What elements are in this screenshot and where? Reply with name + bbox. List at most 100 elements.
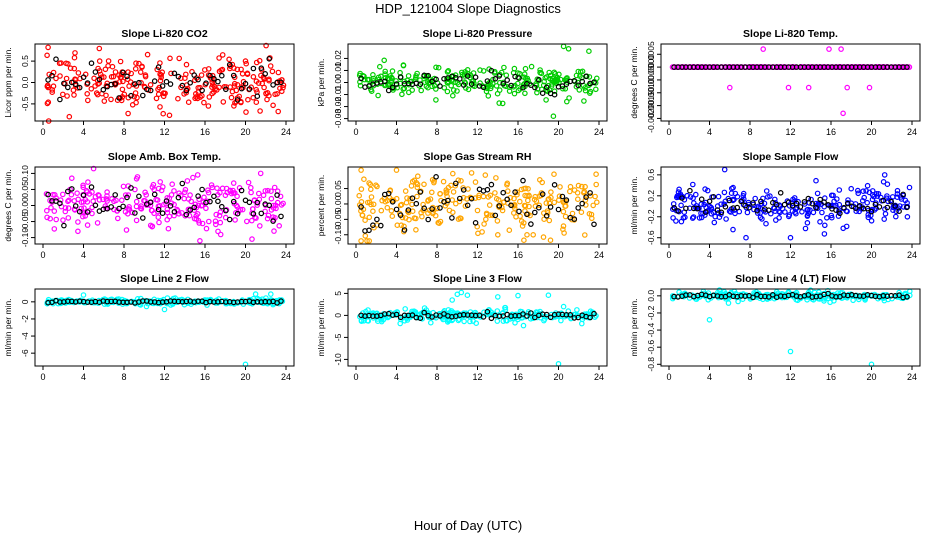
data-point — [532, 193, 539, 200]
reference-point — [437, 83, 443, 89]
reference-point — [591, 310, 597, 317]
data-point — [244, 70, 251, 77]
reference-point — [547, 314, 554, 321]
data-point — [185, 99, 192, 106]
data-point — [149, 223, 156, 230]
data-point — [444, 88, 451, 95]
data-point — [836, 187, 843, 193]
data-point — [362, 233, 369, 239]
data-point — [158, 187, 165, 194]
reference-point — [76, 208, 83, 215]
outlier-point — [80, 292, 87, 298]
reference-point — [57, 200, 63, 207]
data-point — [249, 217, 255, 224]
data-point — [137, 69, 144, 75]
data-point — [492, 190, 498, 196]
reference-point — [270, 82, 276, 88]
data-point — [414, 181, 421, 188]
data-point — [414, 173, 421, 180]
data-point — [432, 86, 439, 92]
data-point — [752, 195, 759, 202]
outlier-point — [555, 360, 562, 367]
reference-point — [112, 81, 119, 87]
reference-point — [136, 79, 142, 86]
data-point — [751, 206, 757, 213]
data-point — [501, 64, 507, 71]
data-point — [157, 77, 164, 84]
reference-point — [45, 191, 51, 198]
data-point — [105, 58, 112, 64]
outlier-point — [560, 43, 567, 50]
data-point — [128, 70, 135, 77]
data-point — [443, 190, 450, 196]
outlier-point — [545, 292, 552, 299]
reference-point — [234, 210, 241, 217]
reference-point — [128, 185, 134, 191]
reference-point — [409, 312, 416, 318]
data-point — [552, 76, 559, 83]
y-tick-label: 0.10 — [20, 165, 30, 182]
data-point — [409, 201, 415, 208]
data-point — [678, 218, 685, 225]
data-point — [271, 228, 277, 234]
data-point — [120, 183, 127, 190]
data-point — [481, 221, 487, 227]
data-point — [728, 190, 735, 197]
reference-point — [904, 64, 910, 70]
data-point — [485, 93, 492, 99]
data-point — [403, 199, 410, 206]
reference-point — [179, 180, 186, 187]
reference-point — [92, 202, 99, 209]
data-point — [698, 201, 705, 208]
reference-point — [274, 192, 280, 198]
y-tick-label: 5 — [333, 291, 343, 296]
panel-title: Slope Amb. Box Temp. — [108, 151, 221, 163]
data-point — [361, 176, 367, 183]
outlier-point — [161, 306, 168, 313]
data-point — [904, 214, 911, 220]
data-point — [807, 207, 813, 213]
data-point — [214, 87, 220, 93]
data-point — [578, 320, 585, 327]
x-tick-label: 4 — [81, 250, 86, 260]
data-point — [401, 223, 407, 230]
data-point — [364, 238, 370, 244]
x-tick-label: 4 — [707, 127, 712, 137]
outlier-point — [358, 238, 364, 244]
reference-point — [892, 203, 899, 209]
data-point — [425, 210, 431, 216]
x-tick-label: 24 — [594, 250, 604, 260]
y-tick-label: -0.01 — [333, 85, 343, 105]
data-point — [461, 79, 468, 85]
data-point — [230, 187, 236, 194]
data-point — [756, 64, 762, 70]
data-point — [104, 198, 110, 204]
outlier-point — [787, 348, 794, 355]
data-point — [75, 70, 82, 76]
outlier-point — [393, 167, 400, 173]
outlier-point — [743, 234, 749, 241]
data-point — [131, 93, 138, 100]
panel-frame — [34, 166, 295, 245]
data-point — [506, 227, 513, 234]
data-point — [105, 63, 111, 69]
reference-point — [199, 186, 205, 193]
y-tick-label: 0.05 — [333, 180, 343, 197]
data-point — [426, 80, 433, 86]
y-tick-label: 0 — [20, 299, 30, 304]
reference-point — [710, 194, 717, 200]
data-point — [687, 194, 694, 200]
data-point — [700, 64, 707, 70]
reference-point — [464, 73, 471, 79]
data-point — [167, 55, 173, 62]
data-points — [669, 166, 913, 241]
data-point — [819, 209, 825, 216]
data-point — [154, 197, 161, 203]
data-point — [521, 74, 527, 81]
data-point — [772, 208, 779, 215]
data-point — [546, 69, 553, 76]
data-point — [212, 218, 219, 225]
reference-point — [583, 194, 589, 200]
data-point — [536, 202, 543, 209]
data-point — [494, 318, 501, 324]
